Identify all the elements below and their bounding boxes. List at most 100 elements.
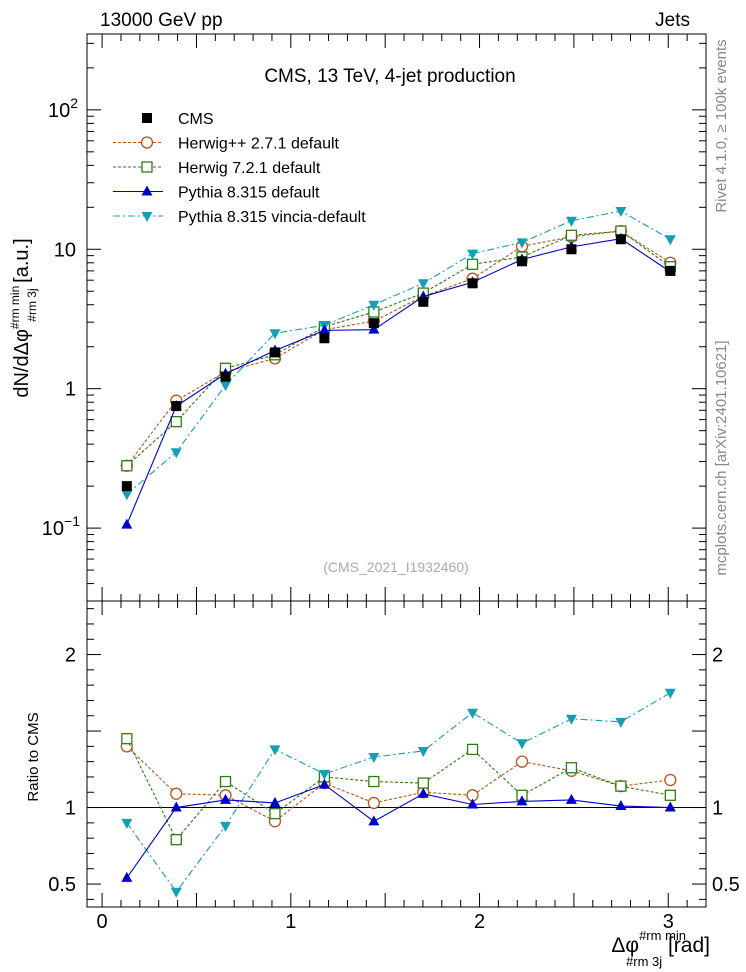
data-point xyxy=(121,460,133,472)
legend-label: Pythia 8.315 vincia-default xyxy=(178,209,366,226)
series-herwig-2-7-1-default xyxy=(120,224,677,472)
data-point xyxy=(171,401,182,412)
x-axis-label: Δφ#rm min #rm 3j [rad] xyxy=(611,928,710,969)
ratio-data-point xyxy=(220,821,232,832)
x-tick-label: 1 xyxy=(285,911,296,933)
data-point xyxy=(269,347,280,358)
ratio-data-point xyxy=(368,815,380,826)
ratio-y-tick-label-right: 1 xyxy=(712,798,723,820)
ratio-panel: Ratio to CMS Δφ#rm min #rm 3j [rad] 0 1 2 3 0… xyxy=(25,600,740,969)
ratio-data-point xyxy=(664,688,676,699)
ratio-data-point xyxy=(516,739,528,750)
legend-entry-herwig-2-7-1-default: Herwig++ 2.7.1 default xyxy=(113,136,340,153)
ratio-y-tick-label-left: 0.5 xyxy=(48,874,76,896)
data-point xyxy=(368,323,380,334)
legend-label: Herwig 7.2.1 default xyxy=(178,160,321,177)
data-point xyxy=(220,381,232,392)
ratio-data-point xyxy=(615,717,627,728)
data-point xyxy=(319,333,330,344)
legend-label: Herwig++ 2.7.1 default xyxy=(178,136,340,153)
data-point xyxy=(121,518,133,529)
y-axis-label: dN/dΔφ#rm min #rm 3j [a.u.] xyxy=(8,238,39,397)
data-point xyxy=(368,300,380,311)
data-point xyxy=(565,229,578,241)
y-tick-label: 10−1 xyxy=(42,513,80,540)
ratio-series-line xyxy=(126,738,671,841)
series-cms xyxy=(121,234,676,492)
ratio-data-point xyxy=(368,753,380,764)
series-line xyxy=(126,238,671,525)
ratio-data-point xyxy=(318,769,330,780)
legend-entry-cms: CMS xyxy=(142,111,214,128)
ratio-data-point xyxy=(467,798,479,809)
series-pythia-8-315-vincia-default xyxy=(121,207,676,501)
legend-marker xyxy=(142,113,152,123)
ratio-series-line xyxy=(126,692,671,893)
ratio-data-point xyxy=(565,762,578,774)
ratio-data-point xyxy=(417,787,429,798)
ratio-data-point xyxy=(220,793,232,804)
ratio-data-point xyxy=(170,887,182,898)
legend-entry-herwig-7-2-1-default: Herwig 7.2.1 default xyxy=(113,160,321,177)
ratio-data-point xyxy=(269,745,281,756)
data-point xyxy=(269,329,281,340)
header-energy: 13000 GeV pp xyxy=(100,10,223,31)
analysis-tag: (CMS_2021_I1932460) xyxy=(323,559,469,575)
series-line xyxy=(126,230,671,467)
x-tick-label: 2 xyxy=(474,911,485,933)
legend-marker xyxy=(140,136,154,149)
data-point xyxy=(467,249,479,260)
ratio-y-tick-label-left: 2 xyxy=(65,645,76,667)
ratio-data-point xyxy=(615,800,627,811)
data-point xyxy=(121,490,133,501)
data-point xyxy=(516,256,527,267)
ratio-series-herwig-7-2-1-default xyxy=(121,733,676,846)
series-line xyxy=(126,230,671,467)
ratio-series-line xyxy=(126,745,671,822)
legend-label: CMS xyxy=(178,111,214,128)
ratio-data-point xyxy=(121,818,133,829)
legend-marker xyxy=(141,161,153,173)
data-point xyxy=(318,324,330,335)
ratio-data-point xyxy=(664,801,676,812)
ratio-data-point xyxy=(269,808,281,820)
y-tick-label: 1 xyxy=(65,379,76,401)
data-point xyxy=(121,481,132,492)
data-point xyxy=(170,416,182,428)
ratio-y-tick-label-left: 1 xyxy=(65,798,76,820)
ratio-data-point xyxy=(417,746,429,757)
chart-title: CMS, 13 TeV, 4-jet production xyxy=(264,66,515,87)
ratio-data-point xyxy=(368,775,380,788)
legend-entry-pythia-8-315-default: Pythia 8.315 default xyxy=(113,185,320,202)
ratio-series-pythia-8-315-default xyxy=(121,778,676,882)
ratio-data-point xyxy=(170,801,182,812)
data-point xyxy=(566,244,577,255)
ratio-plot-frame xyxy=(86,600,707,908)
ratio-data-point xyxy=(466,743,479,756)
ratio-data-point xyxy=(121,733,133,745)
data-point xyxy=(615,207,627,218)
legend-marker xyxy=(141,212,153,222)
data-point xyxy=(467,278,478,289)
ratio-data-point xyxy=(515,755,529,768)
rivet-label: Rivet 4.1.0, ≥ 100k events xyxy=(713,39,730,212)
ratio-data-point xyxy=(664,773,677,787)
ratio-data-point xyxy=(417,777,429,789)
x-tick-label: 0 xyxy=(97,911,108,933)
series-pythia-8-315-default xyxy=(121,232,676,529)
x-tick-label: 3 xyxy=(663,911,674,933)
data-point xyxy=(565,216,577,227)
ratio-data-point xyxy=(664,789,676,801)
data-point xyxy=(466,258,479,270)
legend: CMS Herwig++ 2.7.1 default Herwig 7.2.1 de… xyxy=(113,111,366,226)
ratio-data-point xyxy=(121,871,133,882)
data-point xyxy=(170,448,182,459)
series-herwig-7-2-1-default xyxy=(121,225,676,472)
ratio-data-point xyxy=(219,775,232,788)
data-point xyxy=(615,234,626,245)
legend-marker xyxy=(141,185,153,196)
y-tick-label: 102 xyxy=(48,95,78,122)
ratio-y-axis-label: Ratio to CMS xyxy=(25,712,42,801)
ratio-data-point xyxy=(615,780,627,792)
